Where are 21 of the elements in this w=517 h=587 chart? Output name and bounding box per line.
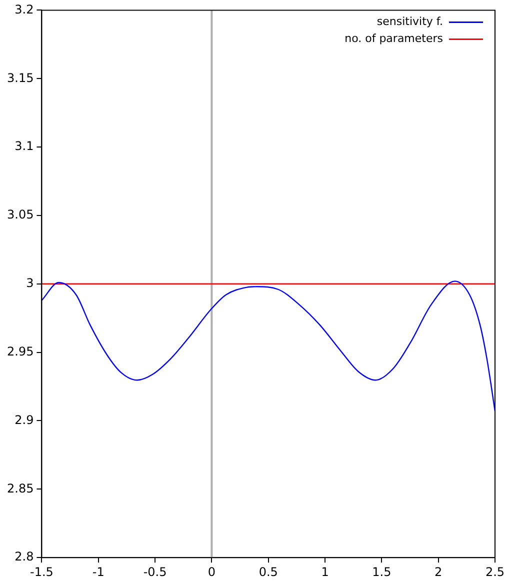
line-series: [42, 280, 495, 412]
x-tick-label: 1.5: [372, 564, 392, 579]
y-tick-label: 2.9: [14, 412, 34, 427]
x-tick-label: -1: [92, 564, 104, 579]
x-tick-label: 1: [321, 564, 329, 579]
x-tick-label: 0: [208, 564, 216, 579]
legend-label: sensitivity f.: [376, 15, 443, 28]
x-tick-label: -0.5: [143, 564, 167, 579]
y-tick-label: 2.85: [7, 481, 34, 496]
x-tick-label: 2: [434, 564, 442, 579]
x-tick-label: -1.5: [30, 564, 54, 579]
legend-label: no. of parameters: [344, 32, 444, 46]
y-tick-label: 2.8: [14, 550, 34, 564]
y-tick-label: 2.95: [7, 344, 34, 358]
x-tick-label: 0.5: [258, 564, 278, 579]
x-tick-label: 2.5: [485, 564, 505, 579]
y-tick-label: 3.1: [14, 139, 34, 154]
y-tick-label: 3.05: [7, 208, 34, 222]
y-tick-label: 3: [26, 276, 34, 290]
y-tick-label: 3.2: [14, 2, 34, 16]
y-tick-label: 3.15: [7, 70, 34, 85]
